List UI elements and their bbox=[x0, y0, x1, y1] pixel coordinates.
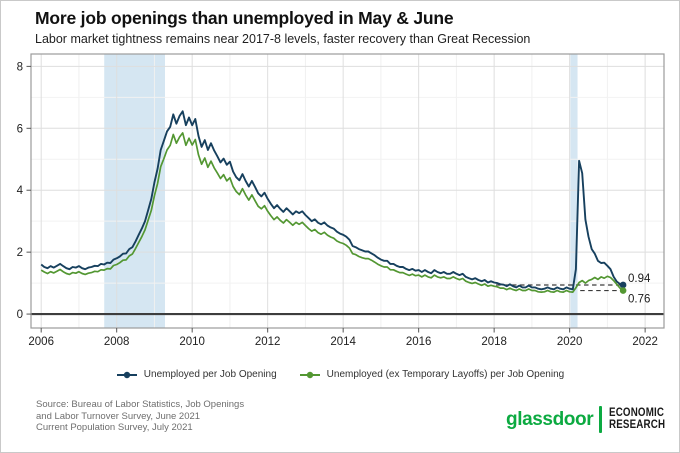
economic-research-label: ECONOMIC RESEARCH bbox=[609, 407, 666, 431]
x-tick-label: 2016 bbox=[406, 336, 432, 348]
glassdoor-logo: glassdoor ECONOMIC RESEARCH bbox=[506, 406, 675, 433]
source-line: Current Population Survey, July 2021 bbox=[36, 422, 193, 433]
x-tick-label: 2022 bbox=[632, 336, 658, 348]
legend-item-unemployed-ex-temp-layoffs: Unemployed (ex Temporary Layoffs) per Jo… bbox=[299, 369, 565, 380]
series-end-dot bbox=[619, 281, 627, 289]
series-line bbox=[40, 132, 624, 293]
y-tick-label: 2 bbox=[17, 247, 23, 259]
legend-label: Unemployed per Job Opening bbox=[143, 369, 277, 380]
source-line: Source: Bureau of Labor Statistics, Job … bbox=[36, 399, 245, 410]
source-line: and Labor Turnover Survey, June 2021 bbox=[36, 410, 201, 422]
series-end-dot bbox=[619, 287, 627, 294]
end-value-label: 0.94 bbox=[628, 273, 651, 285]
x-tick-label: 2006 bbox=[28, 336, 54, 348]
x-tick-label: 2012 bbox=[255, 336, 281, 348]
y-tick-label: 6 bbox=[17, 123, 23, 135]
y-tick-label: 0 bbox=[17, 309, 23, 321]
x-tick-label: 2008 bbox=[104, 336, 130, 348]
y-tick-label: 8 bbox=[17, 61, 23, 73]
legend-item-unemployed-per-job-opening: Unemployed per Job Opening bbox=[116, 369, 277, 380]
y-tick-label: 4 bbox=[17, 185, 24, 197]
chart-subtitle: Labor market tightness remains near 2017… bbox=[35, 32, 531, 46]
glassdoor-wordmark: glassdoor bbox=[506, 408, 594, 430]
x-tick-label: 2010 bbox=[179, 336, 205, 348]
source-note: Source: Bureau of Labor Statistics, Job … bbox=[36, 399, 244, 434]
legend: Unemployed per Job Opening Unemployed (e… bbox=[1, 369, 679, 380]
plot-border bbox=[30, 53, 665, 329]
x-tick-label: 2018 bbox=[481, 336, 507, 348]
end-value-label: 0.76 bbox=[628, 294, 650, 306]
x-tick-label: 2014 bbox=[330, 336, 356, 348]
logo-divider-bar bbox=[599, 406, 603, 433]
x-tick-label: 2020 bbox=[557, 336, 583, 348]
chart-title: More job openings than unemployed in May… bbox=[35, 8, 454, 28]
series-line bbox=[40, 110, 624, 291]
legend-label: Unemployed (ex Temporary Layoffs) per Jo… bbox=[326, 369, 565, 380]
legend-line-dot-icon bbox=[116, 371, 137, 378]
recession-band bbox=[570, 54, 578, 328]
legend-line-dot-icon bbox=[299, 371, 320, 378]
